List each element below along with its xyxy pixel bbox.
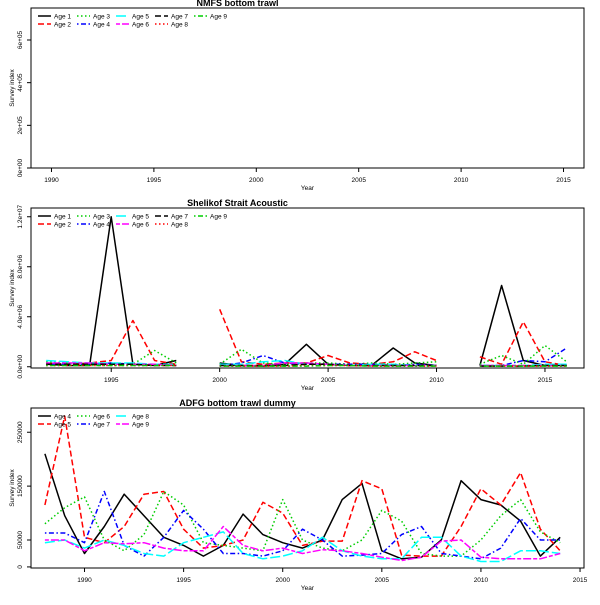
legend-label: Age 4 [54,413,71,420]
x-tick-label: 2005 [375,577,390,584]
plot-frame [30,207,585,369]
x-tick-label: 2005 [321,377,336,384]
legend-label: Age 7 [171,213,188,220]
series-line-age-9 [44,525,561,562]
panel-shelikof-strait-acoustic: Shelikof Strait Acoustic 1995 2000 2005 2010… [9,198,585,392]
x-tick-label: 2000 [212,377,227,384]
x-tick-label: 2010 [454,177,469,184]
y-tick-label: 6e+05 [17,30,24,49]
y-tick-label: 250000 [17,421,24,443]
series-line-age-7 [44,490,561,560]
plot-frame [30,407,585,569]
legend-label: Age 2 [54,21,71,28]
y-tick-label: 0 [17,565,24,569]
x-tick-label: 2015 [573,577,588,584]
legend-label: Age 4 [93,21,110,28]
legend-label: Age 7 [93,421,110,428]
x-axis-label: Year [301,185,315,192]
x-axis-label: Year [301,385,315,392]
x-tick-label: 2000 [249,177,264,184]
legend-label: Age 1 [54,13,71,20]
panel-adfg-bottom-trawl-dummy: ADFG bottom trawl dummy 1990 1995 2000 2005 2… [9,398,588,592]
legend-label: Age 6 [93,413,110,420]
legend-label: Age 9 [132,421,149,428]
x-tick-label: 2010 [429,377,444,384]
series-line-age-3 [219,348,437,366]
legend-label: Age 3 [93,13,110,20]
series-line-age-5 [44,415,561,557]
panel-title: NMFS bottom trawl [197,0,279,8]
legend-label: Age 8 [171,21,188,28]
y-tick-label: 0.0e+00 [17,355,24,379]
legend-label: Age 8 [132,413,149,420]
x-tick-label: 2010 [474,577,489,584]
legend-label: Age 5 [132,13,149,20]
y-tick-label: 0e+00 [17,158,24,177]
series-line-age-2 [46,319,177,366]
panel-title: ADFG bottom trawl dummy [179,398,296,408]
x-tick-label: 1995 [147,177,162,184]
x-tick-label: 1990 [44,177,59,184]
y-tick-label: 150000 [17,475,24,497]
series-line-age-4 [44,453,561,560]
x-tick-label: 1995 [176,577,191,584]
y-axis-label: Survey index [9,68,16,106]
y-tick-label: 4e+05 [17,73,24,92]
y-tick-label: 4.0e+06 [17,305,24,329]
y-tick-label: 2e+05 [17,116,24,135]
panel-title: Shelikof Strait Acoustic [187,198,288,208]
x-tick-label: 1990 [77,577,92,584]
legend-label: Age 8 [171,221,188,228]
y-tick-label: 1.2e+07 [17,205,24,229]
legend-label: Age 4 [93,221,110,228]
y-axis-label: Survey index [9,468,16,506]
legend-label: Age 2 [54,221,71,228]
x-tick-label: 2000 [275,577,290,584]
y-axis-label: Survey index [9,268,16,306]
series-line-age-9 [219,364,437,367]
series-line-age-1 [479,284,567,367]
panel-nmfs-bottom-trawl: NMFS bottom trawl 1990 1995 2000 2005 2010 201… [9,0,585,192]
legend-label: Age 6 [132,21,149,28]
legend-label: Age 9 [210,213,227,220]
y-tick-label: 8.0e+06 [17,255,24,279]
x-axis-label: Year [301,585,315,592]
x-tick-label: 2015 [538,377,553,384]
legend-label: Age 9 [210,13,227,20]
legend-label: Age 3 [93,213,110,220]
series-line-age-3 [479,344,568,366]
x-tick-label: 2005 [351,177,366,184]
series-line-age-4 [479,347,568,367]
x-tick-label: 2015 [556,177,571,184]
y-tick-label: 50000 [17,531,24,549]
plot-frame [30,7,585,169]
legend-label: Age 5 [132,213,149,220]
legend-label: Age 6 [132,221,149,228]
legend-label: Age 5 [54,421,71,428]
series-line-age-6 [44,490,561,557]
x-tick-label: 1995 [104,377,119,384]
series-line-age-8 [44,531,561,563]
series-line-age-2 [219,309,437,366]
legend-label: Age 7 [171,13,188,20]
series-line-age-1 [46,216,177,367]
legend-label: Age 1 [54,213,71,220]
